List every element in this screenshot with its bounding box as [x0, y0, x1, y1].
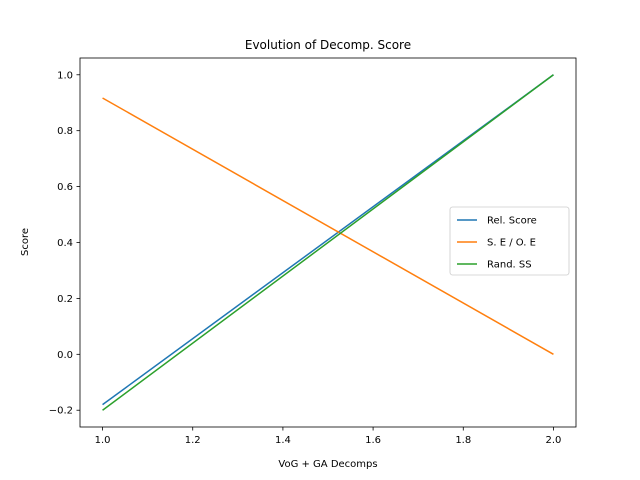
x-axis-label: VoG + GA Decomps — [278, 459, 377, 470]
y-axis: −0.2 0.0 0.2 0.4 0.6 0.8 1.0 — [49, 70, 80, 417]
series-line-2 — [102, 74, 554, 411]
y-tick-label: 0.2 — [57, 294, 73, 305]
legend-box — [449, 206, 570, 276]
y-tick-label: 0.6 — [57, 182, 73, 193]
chart-title: Evolution of Decomp. Score — [245, 38, 411, 52]
x-tick-label: 2.0 — [546, 435, 562, 446]
legend-label-0: Rel. Score — [487, 216, 537, 227]
y-tick-label: 0.0 — [57, 350, 73, 361]
x-tick-label: 1.4 — [275, 435, 291, 446]
legend-label-2: Rand. SS — [487, 260, 532, 271]
y-tick-label: 1.0 — [57, 70, 73, 81]
legend-label-1: S. E / O. E — [487, 238, 536, 249]
x-tick-label: 1.0 — [95, 435, 111, 446]
y-tick-label: −0.2 — [49, 406, 73, 417]
legend: Rel. Score S. E / O. E Rand. SS — [449, 206, 570, 276]
y-tick-label: 0.4 — [57, 238, 73, 249]
y-tick-label: 0.8 — [57, 126, 73, 137]
x-tick-label: 1.2 — [185, 435, 201, 446]
series-line-1 — [102, 97, 554, 355]
x-tick-label: 1.6 — [365, 435, 381, 446]
y-axis-label: Score — [20, 228, 31, 256]
x-tick-label: 1.8 — [455, 435, 471, 446]
x-axis: 1.0 1.2 1.4 1.6 1.8 2.0 — [95, 427, 562, 446]
